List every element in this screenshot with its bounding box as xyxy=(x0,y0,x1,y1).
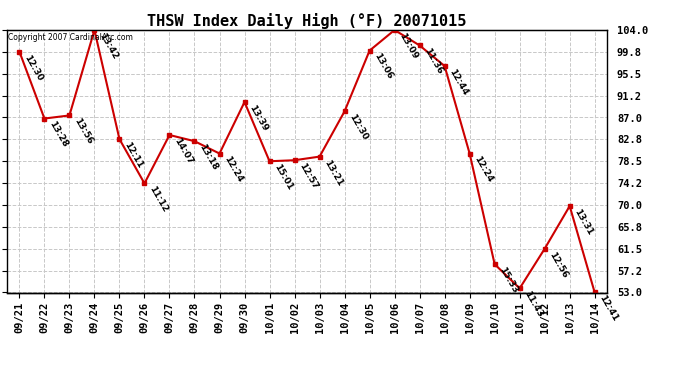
Text: Copyright 2007 CardinalArc.com: Copyright 2007 CardinalArc.com xyxy=(8,33,132,42)
Text: 13:56: 13:56 xyxy=(72,117,95,146)
Text: 12:30: 12:30 xyxy=(347,113,369,142)
Text: 11:36: 11:36 xyxy=(422,47,444,76)
Text: 12:57: 12:57 xyxy=(297,162,319,191)
Text: 13:09: 13:09 xyxy=(397,32,420,61)
Text: 15:33: 15:33 xyxy=(497,266,520,295)
Title: THSW Index Daily High (°F) 20071015: THSW Index Daily High (°F) 20071015 xyxy=(148,13,466,29)
Text: 13:39: 13:39 xyxy=(247,104,270,133)
Text: 11:43: 11:43 xyxy=(522,290,544,319)
Text: 13:31: 13:31 xyxy=(573,207,595,237)
Text: 11:12: 11:12 xyxy=(147,185,169,214)
Text: 13:06: 13:06 xyxy=(373,52,395,81)
Text: 12:44: 12:44 xyxy=(447,68,470,97)
Text: 15:01: 15:01 xyxy=(273,163,295,192)
Text: 13:42: 13:42 xyxy=(97,32,119,61)
Text: 12:11: 12:11 xyxy=(122,141,144,170)
Text: 12:30: 12:30 xyxy=(22,53,44,82)
Text: 13:18: 13:18 xyxy=(197,142,219,172)
Text: 13:28: 13:28 xyxy=(47,120,69,149)
Text: 12:41: 12:41 xyxy=(598,294,620,323)
Text: 12:24: 12:24 xyxy=(473,155,495,184)
Text: 14:07: 14:07 xyxy=(172,136,195,166)
Text: 12:56: 12:56 xyxy=(547,250,569,279)
Text: 13:21: 13:21 xyxy=(322,158,344,187)
Text: 12:24: 12:24 xyxy=(222,155,244,184)
